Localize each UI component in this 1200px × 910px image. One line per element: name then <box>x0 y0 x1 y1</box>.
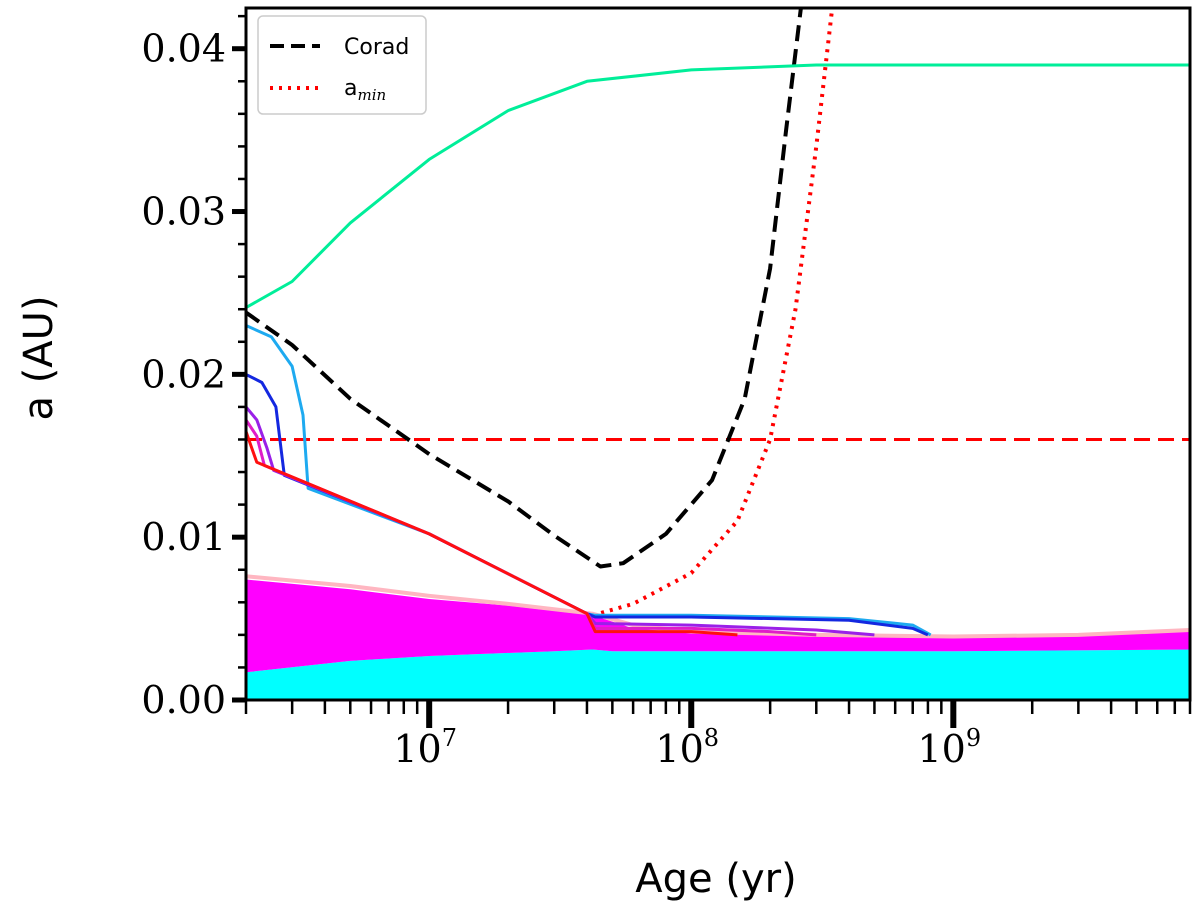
x-tick-label: 108 <box>655 724 719 771</box>
series-Corad <box>246 8 803 569</box>
legend-corad-label: Corad <box>344 35 409 60</box>
y-tick-label: 0.00 <box>141 678 226 722</box>
x-tick-label: 109 <box>918 724 982 771</box>
series-track-red <box>246 430 738 637</box>
y-tick-label: 0.01 <box>141 515 226 559</box>
axis-ticks <box>232 14 1192 728</box>
legend-amin-base: a <box>344 76 357 101</box>
series-a_min <box>591 8 835 618</box>
legend-amin-label: amin <box>344 76 386 104</box>
x-tick-label: 107 <box>393 724 457 771</box>
legend-box <box>257 15 427 115</box>
series-track-light-blue <box>246 324 932 637</box>
plot-frame <box>244 6 1192 702</box>
y-tick-label: 0.03 <box>141 190 226 234</box>
legend: Corad amin <box>257 15 427 115</box>
tick-labels: 0.00 0.01 0.02 0.03 0.04 107 108 109 <box>141 27 981 771</box>
legend-amin-subscript: min <box>357 86 386 104</box>
y-tick-label: 0.04 <box>141 27 226 71</box>
x-axis-label: Age (yr) <box>635 856 796 902</box>
band-corotation-region <box>246 579 1190 673</box>
y-axis-label: a (AU) <box>16 295 62 420</box>
series-outer-track <box>246 63 1190 309</box>
band-inner-region <box>246 649 1190 700</box>
y-tick-label: 0.02 <box>141 352 226 396</box>
plot-area <box>246 8 1190 700</box>
